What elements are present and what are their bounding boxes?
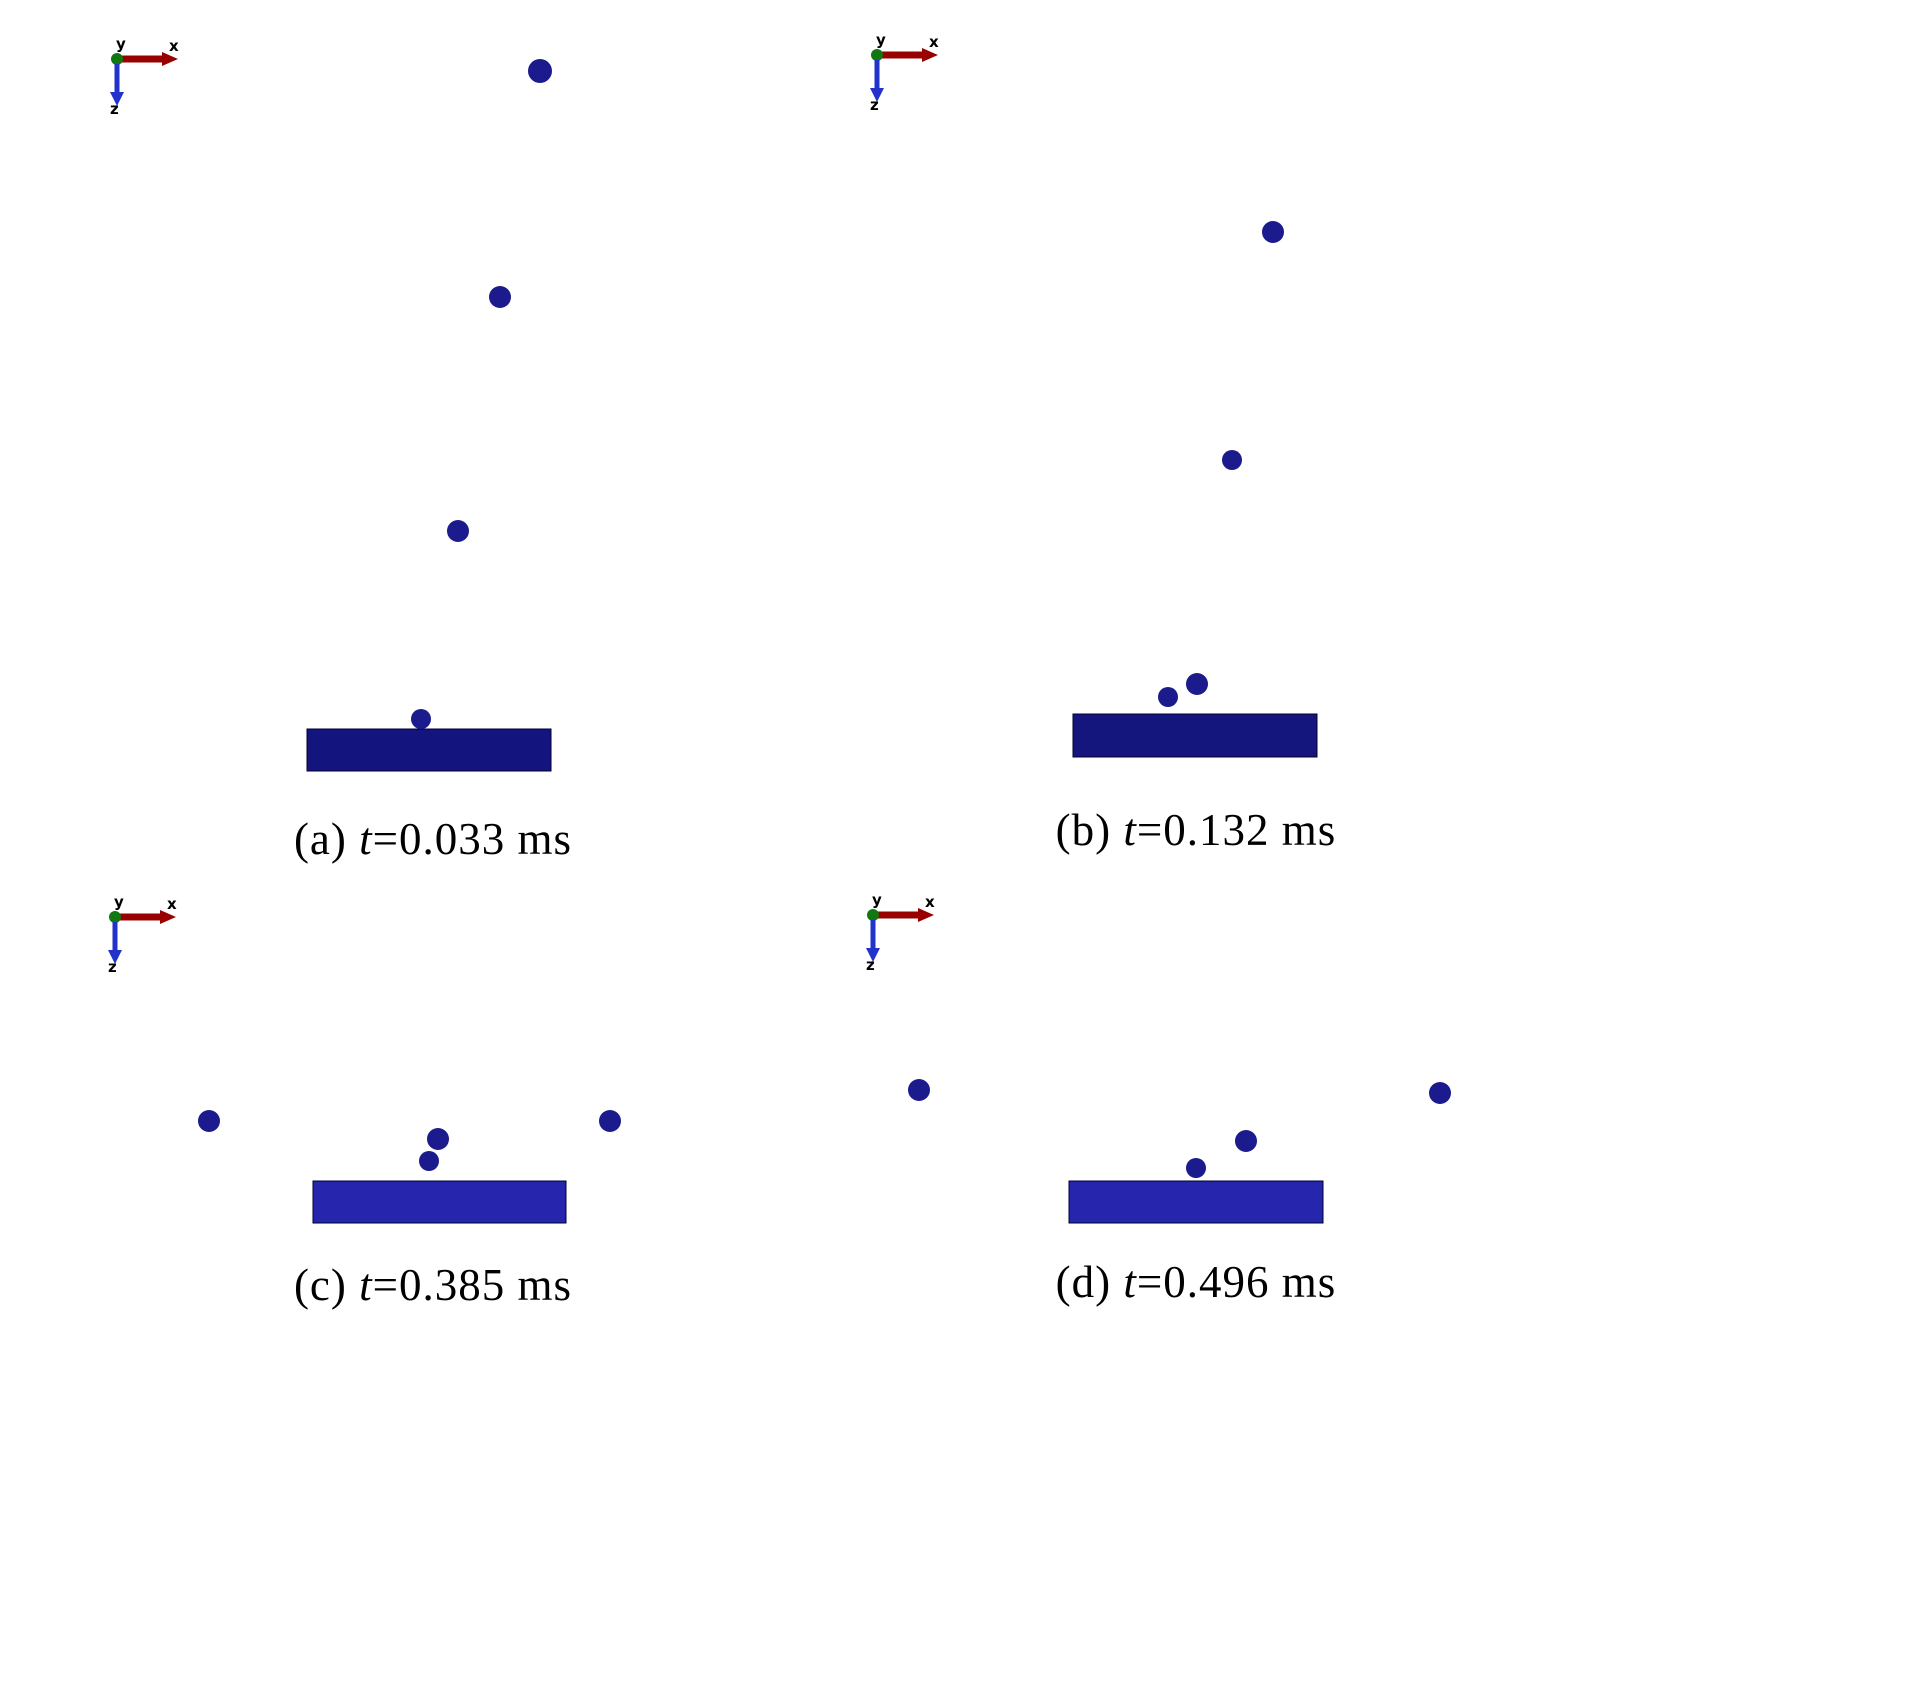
axis-label-y: y (114, 894, 124, 911)
axis-label-y: y (872, 892, 882, 909)
axis-label-x: x (167, 895, 177, 913)
axis-triad: y x z (866, 892, 935, 972)
axis-origin-dot (871, 49, 883, 61)
x-axis-arrowhead (922, 48, 938, 62)
particle (419, 1151, 439, 1171)
particle (1186, 673, 1208, 695)
particle (599, 1110, 621, 1132)
particle (427, 1128, 449, 1150)
panel-caption-a: (a) t=0.033 ms (294, 813, 572, 865)
particle (1222, 450, 1242, 470)
z-axis-arrowhead (870, 88, 884, 102)
z-axis-arrowhead (110, 92, 124, 106)
caption-time-symbol: t (1123, 805, 1137, 855)
particle (1158, 687, 1178, 707)
axis-label-x: x (169, 37, 179, 55)
substrate-slab-c (312, 1180, 567, 1224)
axis-label-x: x (929, 33, 939, 51)
caption-index: (b) (1055, 805, 1124, 855)
caption-time-value: =0.496 ms (1136, 1257, 1337, 1307)
axis-origin-dot (109, 911, 121, 923)
z-axis-arrowhead (108, 950, 122, 964)
particle (198, 1110, 220, 1132)
particle (489, 286, 511, 308)
substrate-slab-b (1072, 713, 1318, 758)
caption-index: (c) (293, 1260, 360, 1310)
z-axis-arrowhead (866, 948, 880, 962)
caption-time-symbol: t (1123, 1257, 1137, 1307)
particle (411, 709, 431, 729)
caption-time-value: =0.385 ms (372, 1260, 573, 1310)
particle (1262, 221, 1284, 243)
axis-triad: y x z (110, 36, 179, 116)
panel-caption-d: (d) t=0.496 ms (1056, 1256, 1337, 1308)
axis-label-z: z (110, 100, 119, 116)
caption-time-symbol: t (359, 1260, 373, 1310)
x-axis-arrowhead (162, 52, 178, 66)
panel-caption-c: (c) t=0.385 ms (294, 1259, 572, 1311)
caption-index: (d) (1055, 1257, 1124, 1307)
particle (908, 1079, 930, 1101)
panel-caption-b: (b) t=0.132 ms (1056, 804, 1337, 856)
particle (1186, 1158, 1206, 1178)
axis-label-y: y (876, 32, 886, 49)
particle (1235, 1130, 1257, 1152)
axis-label-z: z (870, 96, 879, 112)
x-axis-arrowhead (918, 908, 934, 922)
caption-index: (a) (293, 814, 360, 864)
axis-triad: y x z (870, 32, 939, 112)
axis-label-z: z (866, 956, 875, 972)
axis-label-x: x (925, 893, 935, 911)
axis-origin-dot (867, 909, 879, 921)
axis-label-z: z (108, 958, 117, 974)
caption-time-symbol: t (359, 814, 373, 864)
caption-time-value: =0.033 ms (372, 814, 573, 864)
particle (1429, 1082, 1451, 1104)
x-axis-arrowhead (160, 910, 176, 924)
particle (447, 520, 469, 542)
substrate-slab-a (306, 728, 552, 772)
particle (528, 59, 552, 83)
caption-time-value: =0.132 ms (1136, 805, 1337, 855)
axis-origin-dot (111, 53, 123, 65)
axis-label-y: y (116, 36, 126, 53)
substrate-slab-d (1068, 1180, 1324, 1224)
axis-triad: y x z (108, 894, 177, 974)
